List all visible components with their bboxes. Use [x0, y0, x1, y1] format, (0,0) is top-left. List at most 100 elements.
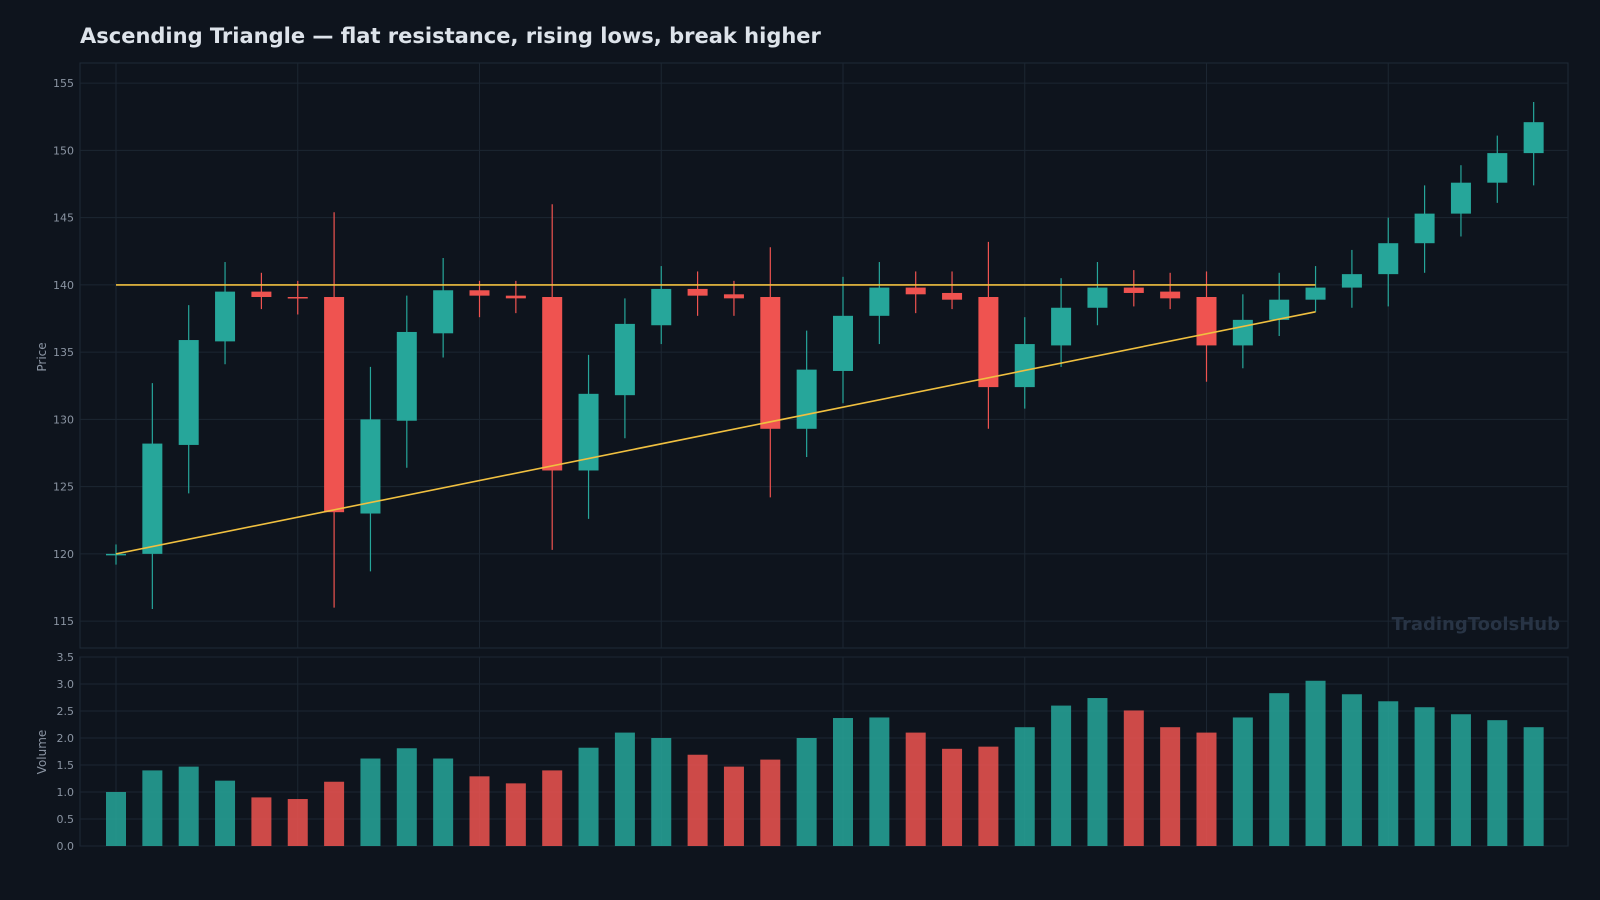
price-tick-label: 150: [53, 144, 74, 157]
volume-bar: [1196, 732, 1217, 846]
volume-bar: [1051, 705, 1072, 846]
volume-tick-label: 3.0: [57, 678, 75, 691]
volume-bar: [1523, 727, 1544, 846]
volume-bar: [1232, 717, 1253, 846]
candle-body: [215, 291, 236, 342]
candle-body: [869, 287, 890, 316]
volume-tick-label: 1.5: [57, 759, 75, 772]
candle-body: [614, 323, 635, 396]
volume-bar: [1305, 680, 1326, 846]
candle-body: [1523, 122, 1544, 154]
volume-bar: [142, 770, 163, 846]
volume-bar: [251, 797, 272, 846]
support-trendline: [115, 311, 1316, 555]
volume-tick-label: 0.0: [57, 840, 75, 853]
candle-body: [978, 297, 999, 388]
volume-bar: [905, 732, 926, 846]
volume-tick-label: 1.0: [57, 786, 75, 799]
price-tick-label: 130: [53, 413, 74, 426]
volume-bar: [469, 776, 490, 846]
candle-body: [542, 297, 563, 471]
volume-tick-label: 0.5: [57, 813, 75, 826]
candle-body: [396, 331, 417, 421]
candle-body: [1414, 213, 1435, 244]
volume-bar: [578, 747, 599, 846]
candle-body: [1305, 287, 1326, 300]
candle-body: [905, 287, 926, 295]
price-tick-label: 115: [53, 615, 74, 628]
volume-bar: [942, 748, 963, 846]
candle-body: [251, 291, 272, 297]
volume-tick-label: 2.5: [57, 705, 75, 718]
price-tick-label: 125: [53, 481, 74, 494]
volume-bar: [687, 754, 708, 846]
volume-bar: [1123, 710, 1144, 846]
candle-body: [1051, 307, 1072, 346]
candle-body: [469, 290, 490, 296]
volume-bar: [723, 766, 744, 846]
candles: [106, 102, 1544, 609]
candle-body: [1014, 344, 1035, 388]
volume-bar: [760, 759, 781, 846]
candle-body: [505, 295, 526, 299]
volume-bar: [178, 766, 199, 846]
volume-bar: [833, 718, 853, 846]
candle-body: [324, 297, 345, 513]
volume-bar: [360, 758, 381, 846]
volume-axis-label: Volume: [35, 730, 49, 775]
price-tick-label: 140: [53, 279, 74, 292]
volume-bar: [1341, 694, 1362, 846]
volume-bar: [1160, 727, 1181, 846]
volume-axis: 0.0 0.5 1.0 1.5 2.0 2.5 3.0 3.5: [57, 651, 75, 853]
candle-body: [760, 297, 781, 429]
candle-body: [1160, 291, 1181, 299]
volume-bar: [1450, 714, 1471, 846]
volume-bar: [1487, 720, 1508, 846]
candle-body: [1087, 287, 1108, 308]
candle-body: [433, 290, 454, 334]
watermark: TradingToolsHub: [1391, 614, 1560, 635]
candle-body: [942, 292, 963, 300]
candle-body: [1341, 274, 1362, 288]
volume-bar: [1414, 707, 1435, 846]
volume-bars: [106, 680, 1544, 846]
price-tick-label: 135: [53, 346, 74, 359]
volume-bar: [287, 799, 308, 846]
candle-body: [796, 369, 817, 429]
price-tick-label: 145: [53, 212, 74, 225]
volume-bar: [614, 732, 635, 846]
price-axis: 115 120 125 130 135 140 145 150 155: [53, 77, 74, 628]
candle-body: [723, 294, 744, 299]
candle-body: [1196, 297, 1217, 346]
volume-bar: [433, 758, 454, 846]
volume-bar: [505, 783, 526, 846]
candle-body: [106, 553, 126, 556]
volume-tick-label: 2.0: [57, 732, 75, 745]
price-tick-label: 155: [53, 77, 74, 90]
candle-body: [651, 288, 672, 326]
volume-bar: [1378, 701, 1399, 846]
candle-body: [1450, 182, 1471, 214]
price-axis-label: Price: [35, 342, 49, 371]
volume-bar: [1014, 727, 1035, 846]
candle-body: [833, 315, 853, 371]
volume-tick-label: 3.5: [57, 651, 75, 664]
candle-body: [287, 297, 308, 299]
volume-bar: [796, 738, 817, 846]
candle-body: [178, 340, 199, 445]
candle-body: [142, 443, 163, 554]
volume-bar: [106, 792, 126, 846]
candle-body: [1232, 319, 1253, 346]
candle-body: [1269, 299, 1290, 320]
volume-bar: [978, 746, 999, 846]
volume-bar: [542, 770, 563, 846]
candle-body: [687, 288, 708, 296]
trendlines: [115, 284, 1316, 555]
price-panel: [79, 62, 1569, 649]
candle-body: [360, 419, 381, 514]
price-tick-label: 120: [53, 548, 74, 561]
volume-bar: [215, 780, 236, 846]
candle-body: [578, 393, 599, 471]
volume-bar: [869, 717, 890, 846]
